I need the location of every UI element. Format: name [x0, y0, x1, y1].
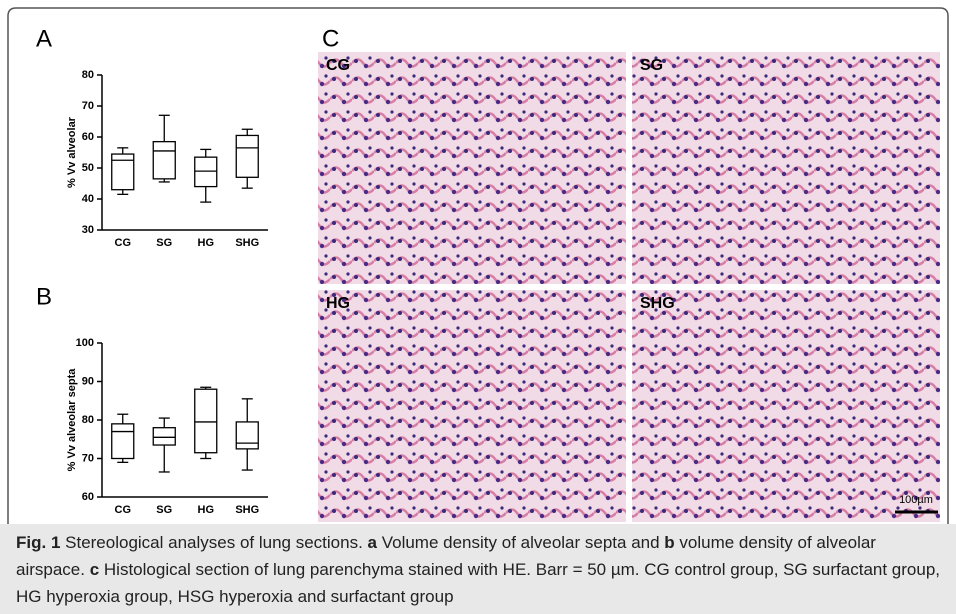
histology-image — [632, 290, 940, 522]
y-axis-label: % Vv alveolar septa — [66, 368, 78, 472]
caption-text: Stereological analyses of lung sections. — [60, 533, 368, 552]
x-tick-label: HG — [198, 237, 215, 249]
box — [152, 427, 176, 446]
y-tick-label: 60 — [82, 131, 94, 143]
y-tick-label: 80 — [82, 414, 94, 426]
x-tick-label: SG — [156, 504, 172, 516]
box — [194, 156, 218, 188]
caption-letter: c — [89, 560, 100, 579]
figure: A B C % Vv alveolar 30 40 50 60 70 80 CG SG HG SHG… — [7, 7, 949, 524]
box — [194, 388, 218, 454]
x-tick-label: HG — [198, 504, 215, 516]
histology-image — [318, 290, 626, 522]
y-tick-label: 40 — [82, 193, 94, 205]
caption-text: volume density of alveolar airspace. — [16, 533, 876, 579]
box — [111, 153, 135, 191]
y-tick-label: 70 — [82, 452, 94, 464]
y-tick-label: 90 — [82, 375, 94, 387]
x-tick-label: SHG — [235, 504, 259, 516]
caption-text: Histological section of lung parenchyma … — [16, 560, 941, 606]
caption-letter: a — [367, 533, 377, 552]
x-tick-label: CG — [115, 237, 132, 249]
box — [235, 134, 259, 178]
x-tick-label: SG — [156, 237, 172, 249]
scale-bar-label: 100µm — [899, 494, 933, 506]
frame — [7, 7, 949, 524]
y-tick-label: 30 — [82, 224, 94, 236]
caption: Fig. 1 Stereological analyses of lung se… — [0, 524, 956, 614]
y-tick-label: 50 — [82, 162, 94, 174]
image-label: HG — [326, 295, 350, 312]
x-tick-label: CG — [115, 504, 132, 516]
panel-label: B — [36, 283, 52, 310]
caption-label: Fig. 1 — [16, 533, 61, 552]
histology-image — [632, 52, 940, 284]
image-label: CG — [326, 57, 350, 74]
box — [235, 421, 259, 450]
x-tick-label: SHG — [235, 237, 259, 249]
y-tick-label: 80 — [82, 69, 94, 81]
y-axis-label: % Vv alveolar — [66, 116, 78, 188]
caption-letter: b — [664, 533, 675, 552]
histology-image — [318, 52, 626, 284]
image-label: SG — [640, 57, 663, 74]
y-tick-label: 100 — [76, 337, 94, 349]
y-tick-label: 70 — [82, 100, 94, 112]
y-tick-label: 60 — [82, 491, 94, 503]
panel-label: A — [36, 25, 52, 52]
box — [111, 423, 135, 460]
box — [152, 140, 176, 180]
caption-text: Volume density of alveolar septa and — [377, 533, 665, 552]
panel-label: C — [322, 25, 339, 52]
image-label: SHG — [640, 295, 675, 312]
